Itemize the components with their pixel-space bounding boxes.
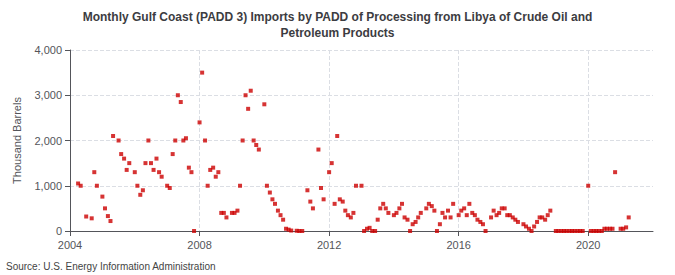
svg-text:2020: 2020 bbox=[576, 239, 600, 251]
svg-text:Monthly Gulf Coast (PADD 3) Im: Monthly Gulf Coast (PADD 3) Imports by P… bbox=[83, 10, 593, 24]
svg-text:Petroleum Products: Petroleum Products bbox=[280, 26, 394, 40]
svg-text:3,000: 3,000 bbox=[34, 89, 62, 101]
svg-text:2008: 2008 bbox=[187, 239, 211, 251]
svg-text:2004: 2004 bbox=[58, 239, 82, 251]
svg-text:4,000: 4,000 bbox=[34, 44, 62, 56]
svg-text:2012: 2012 bbox=[317, 239, 341, 251]
svg-text:1,000: 1,000 bbox=[34, 180, 62, 192]
svg-text:Thousand Barrels: Thousand Barrels bbox=[11, 97, 23, 184]
svg-text:2,000: 2,000 bbox=[34, 135, 62, 147]
svg-text:2016: 2016 bbox=[446, 239, 470, 251]
svg-text:0: 0 bbox=[56, 225, 62, 237]
svg-text:Source: U.S. Energy Informatio: Source: U.S. Energy Information Administ… bbox=[6, 261, 216, 272]
